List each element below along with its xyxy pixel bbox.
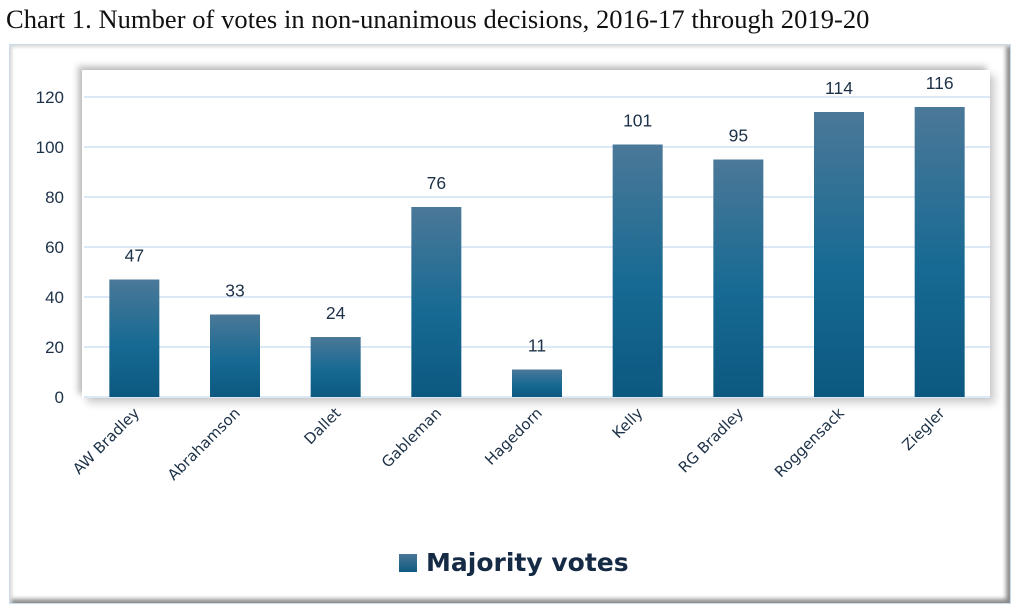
bar-kelly [612, 144, 663, 397]
bars [109, 107, 965, 397]
bar-dallet [310, 337, 361, 397]
x-tick-label: Gableman [378, 404, 445, 471]
x-tick-label: Ziegler [898, 404, 949, 455]
legend-swatch [399, 553, 417, 572]
data-label: 95 [729, 126, 748, 146]
data-label: 47 [125, 246, 144, 266]
y-tick-label: 20 [45, 338, 64, 357]
bar-abrahamson [210, 314, 260, 397]
data-label: 114 [825, 78, 853, 98]
data-label: 101 [623, 111, 652, 131]
bar-roggensack [814, 112, 864, 397]
bar-aw-bradley [109, 279, 160, 397]
y-tick-label: 0 [55, 388, 64, 407]
bar-hagedorn [512, 369, 562, 397]
legend-label: Majority votes [426, 548, 629, 577]
y-tick-label: 100 [36, 138, 64, 157]
data-label: 24 [326, 303, 346, 323]
x-tick-label: Abrahamson [164, 404, 244, 484]
x-tick-label: Hagedorn [481, 404, 546, 469]
chart-title: Chart 1. Number of votes in non-unanimou… [6, 4, 870, 34]
data-label: 116 [926, 73, 954, 93]
y-tick-label: 80 [45, 188, 64, 207]
data-label: 11 [528, 336, 546, 356]
data-labels: 47 33 24 76 11 101 95 114 116 [125, 73, 954, 356]
x-tick-label: Dallet [301, 404, 345, 448]
x-axis-labels: AW Bradley Abrahamson Dallet Gableman Hagedo… [69, 404, 949, 484]
y-tick-label: 120 [36, 88, 64, 107]
data-label: 76 [427, 173, 446, 193]
x-tick-label: AW Bradley [69, 404, 143, 478]
x-tick-label: RG Bradley [675, 404, 747, 476]
legend: Majority votes [399, 548, 629, 577]
x-tick-label: Kelly [609, 404, 647, 442]
y-tick-label: 40 [45, 288, 64, 307]
y-axis-ticks: 0 20 40 60 80 100 120 [36, 88, 64, 407]
bar-gableman [411, 207, 462, 397]
x-tick-label: Roggensack [771, 404, 848, 481]
bar-rg-bradley [713, 159, 764, 397]
y-tick-label: 60 [45, 238, 64, 257]
data-label: 33 [225, 281, 244, 301]
bar-ziegler [914, 107, 965, 397]
